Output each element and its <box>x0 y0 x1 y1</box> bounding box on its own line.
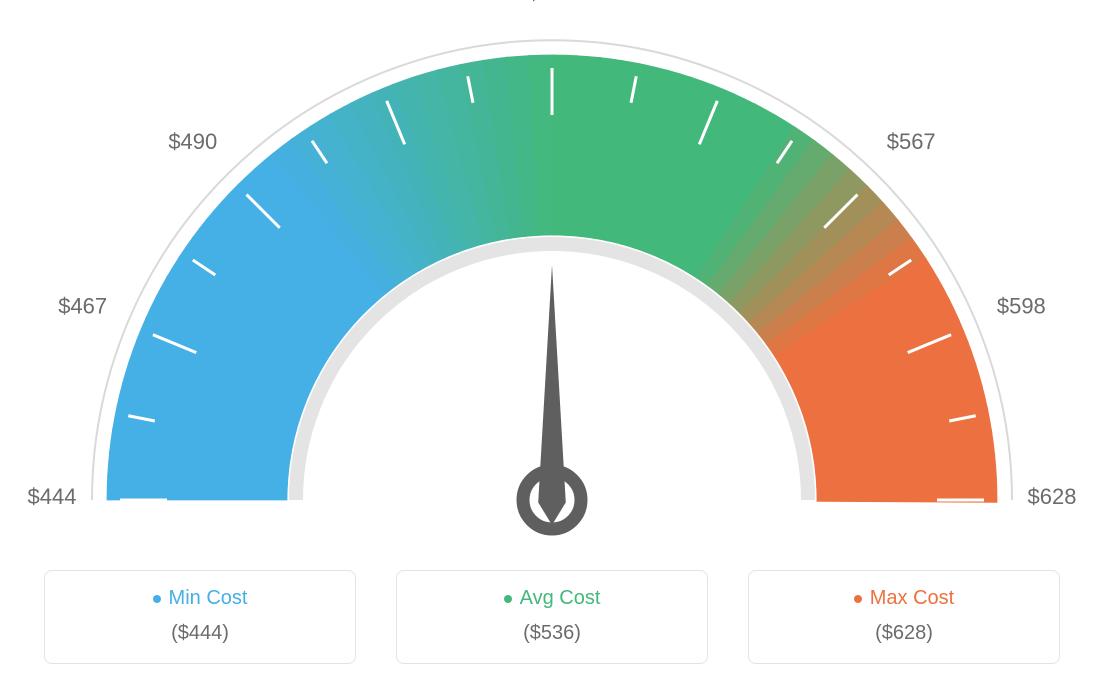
legend-card-min: Min Cost ($444) <box>44 570 356 664</box>
gauge-tick-label: $467 <box>58 294 107 319</box>
gauge-tick-label: $628 <box>1028 484 1077 509</box>
legend-title-text: Max Cost <box>870 587 954 610</box>
legend-title: Max Cost <box>854 587 954 610</box>
legend-card-max: Max Cost ($628) <box>748 570 1060 664</box>
gauge-chart: $444 $467 $490 $536 $567 $598 $628 <box>0 0 1104 560</box>
legend-card-avg: Avg Cost ($536) <box>396 570 708 664</box>
legend-title-text: Min Cost <box>169 587 248 610</box>
legend-dot-icon <box>504 595 512 603</box>
gauge-tick-label: $490 <box>168 129 217 154</box>
gauge-tick-label: $536 <box>528 0 577 5</box>
legend-dot-icon <box>854 595 862 603</box>
legend-title-text: Avg Cost <box>520 587 601 610</box>
legend-dot-icon <box>153 595 161 603</box>
legend-row: Min Cost ($444) Avg Cost ($536) Max Cost ($62… <box>0 560 1104 664</box>
legend-title: Min Cost <box>153 587 248 610</box>
legend-title: Avg Cost <box>504 587 601 610</box>
gauge-tick-label: $444 <box>28 484 77 509</box>
legend-value: ($444) <box>45 622 355 645</box>
legend-value: ($628) <box>749 622 1059 645</box>
gauge-svg: $444 $467 $490 $536 $567 $598 $628 <box>0 0 1104 560</box>
legend-value: ($536) <box>397 622 707 645</box>
gauge-tick-label: $598 <box>997 294 1046 319</box>
gauge-tick-label: $567 <box>887 129 936 154</box>
gauge-needle <box>538 265 566 525</box>
